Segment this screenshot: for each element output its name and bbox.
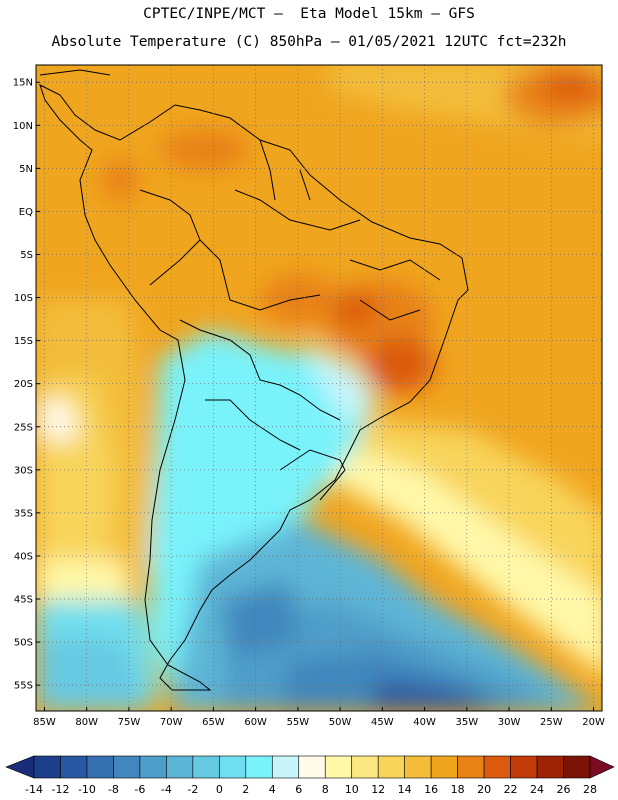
colorbar-label: 22 [504,783,518,796]
lon-label: 20W [582,717,605,728]
colorbar-swatch [60,755,88,779]
lon-label: 75W [118,717,141,728]
colorbar-swatch [192,755,220,779]
colorbar-swatch [510,755,538,779]
colorbar-swatch [430,755,458,779]
colorbar-swatch [377,755,405,779]
colorbar-label: 2 [242,783,249,796]
colorbar-label: 6 [295,783,302,796]
lon-label: 60W [244,717,267,728]
lat-label: 15S [14,336,33,347]
map-frame [35,64,603,712]
colorbar-label: -8 [108,783,119,796]
lat-label: 5S [20,250,33,261]
colorbar-label: 8 [322,783,329,796]
colorbar-label: -10 [78,783,96,796]
colorbar-swatch [324,755,353,779]
lat-label: 10S [14,293,33,304]
colorbar-label: 10 [345,783,359,796]
colorbar-label: -12 [51,783,69,796]
lon-label: 40W [413,717,436,728]
colorbar-extend-right [589,755,615,779]
lat-label: 45S [14,595,33,606]
lat-label: 30S [14,465,33,476]
lon-label: 65W [202,717,225,728]
colorbar: -14 -12 -10 -8 -6 -4 -2 0 2 4 6 8 10 12 14 16 18 20 22 24 26… [5,755,615,796]
lon-label: 70W [160,717,183,728]
colorbar-label: 24 [530,783,544,796]
chart-title-line1: CPTEC/INPE/MCT – Eta Model 15km – GFS [143,6,475,22]
lat-label: 10N [13,121,33,132]
colorbar-swatch [86,755,114,779]
lat-label: EQ [19,207,33,218]
colorbar-swatch [219,755,247,779]
colorbar-label: -4 [161,783,172,796]
colorbar-swatch [33,755,61,779]
colorbar-label: 14 [398,783,412,796]
lon-label: 85W [33,717,56,728]
colorbar-swatch [536,755,564,779]
coastline [39,69,469,691]
lat-label: 25S [14,422,33,433]
lat-label: 40S [14,551,33,562]
chart-title-line2: Absolute Temperature (C) 850hPa – 01/05/… [51,34,567,50]
colorbar-label: -14 [25,783,43,796]
colorbar-label: 12 [371,783,385,796]
colorbar-label: 28 [583,783,597,796]
colorbar-label: 26 [557,783,571,796]
colorbar-swatch [271,755,300,779]
colorbar-swatch [245,755,273,779]
lon-label: 45W [371,717,394,728]
lon-label: 35W [456,717,479,728]
lat-label: 20S [14,379,33,390]
colorbar-label: -2 [187,783,198,796]
colorbar-label: 18 [451,783,465,796]
longitude-labels: 85W 80W 75W 70W 65W 60W 55W 50W 45W 40W 35W 30W 25W 2… [33,707,605,728]
colorbar-label: 20 [477,783,491,796]
lon-label: 80W [75,717,98,728]
colorbar-label: -6 [134,783,145,796]
colorbar-swatch [139,755,167,779]
colorbar-swatch [298,755,326,779]
colorbar-swatch [351,755,379,779]
lat-label: 5N [19,164,33,175]
lon-label: 55W [287,717,310,728]
colorbar-label: 0 [216,783,223,796]
lon-label: 25W [540,717,563,728]
colorbar-swatch [166,755,194,779]
colorbar-swatch [457,755,485,779]
colorbar-swatch [563,755,591,779]
colorbar-swatch [404,755,432,779]
temperature-field [36,65,602,711]
lon-label: 30W [498,717,521,728]
colorbar-label: 4 [269,783,276,796]
colorbar-swatch [483,755,511,779]
lat-label: 35S [14,508,33,519]
colorbar-extend-left [5,755,35,779]
latitude-labels: 15N 10N 5N EQ 5S 10S 15S 20S 25S 30S 35S 40S 45S 50S 5… [13,78,40,692]
colorbar-label: 16 [424,783,438,796]
lat-label: 50S [14,638,33,649]
colorbar-swatch [113,755,141,779]
lat-label: 15N [13,78,33,89]
lat-label: 55S [14,681,33,692]
lon-label: 50W [329,717,352,728]
